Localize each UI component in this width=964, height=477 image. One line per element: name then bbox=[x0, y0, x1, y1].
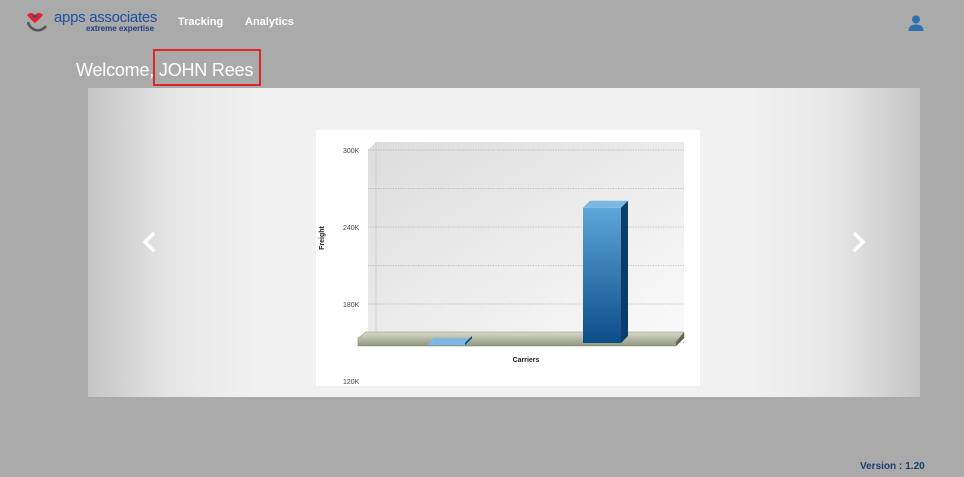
version-info: Version :1.20 bbox=[860, 461, 928, 472]
top-navbar: apps associates extreme expertise Tracki… bbox=[0, 0, 964, 46]
highlight-annotation-box bbox=[153, 49, 261, 86]
freight-chart: 300K 240K 180K 120K Carriers Freight bbox=[316, 130, 700, 386]
welcome-message: Welcome, JOHN Rees bbox=[76, 60, 253, 81]
chart-bar-top bbox=[583, 200, 628, 208]
chart-bar-top bbox=[427, 338, 472, 346]
brand-logo-icon bbox=[26, 13, 48, 32]
user-name: JOHN Rees bbox=[158, 60, 254, 80]
brand-name: apps associates bbox=[54, 9, 158, 26]
chart-y-tick-label: 300K bbox=[343, 148, 360, 155]
version-value: 1.20 bbox=[905, 461, 925, 472]
nav-analytics[interactable]: Analytics bbox=[245, 16, 294, 28]
dashboard-carousel: 300K 240K 180K 120K Carriers Freight bbox=[88, 88, 920, 397]
chart-y-axis-label: Freight bbox=[319, 225, 326, 249]
chart-floor-side bbox=[676, 332, 684, 346]
chart-bar-side bbox=[465, 336, 472, 346]
brand-tagline: extreme expertise bbox=[86, 24, 155, 33]
version-label: Version : bbox=[860, 461, 903, 472]
chart-y-tick-label: 240K bbox=[343, 225, 360, 232]
chart-floor bbox=[357, 331, 685, 347]
brand-logo[interactable]: apps associates extreme expertise bbox=[24, 10, 164, 36]
chart-plot-area bbox=[368, 142, 684, 336]
chart-y-tick-label: 120K bbox=[343, 379, 360, 386]
chart-x-axis-label: Carriers bbox=[513, 357, 540, 364]
chevron-left-icon[interactable] bbox=[140, 231, 160, 253]
user-icon[interactable] bbox=[907, 14, 925, 32]
nav-tracking[interactable]: Tracking bbox=[178, 16, 224, 28]
chart-canvas: 300K 240K 180K 120K Carriers Freight bbox=[319, 142, 685, 386]
chart-y-tick-label: 180K bbox=[343, 302, 360, 309]
chevron-right-icon[interactable] bbox=[848, 231, 868, 253]
welcome-prefix: Welcome, bbox=[76, 60, 155, 80]
chart-bar bbox=[583, 207, 621, 343]
chart-bar-side bbox=[621, 200, 628, 343]
